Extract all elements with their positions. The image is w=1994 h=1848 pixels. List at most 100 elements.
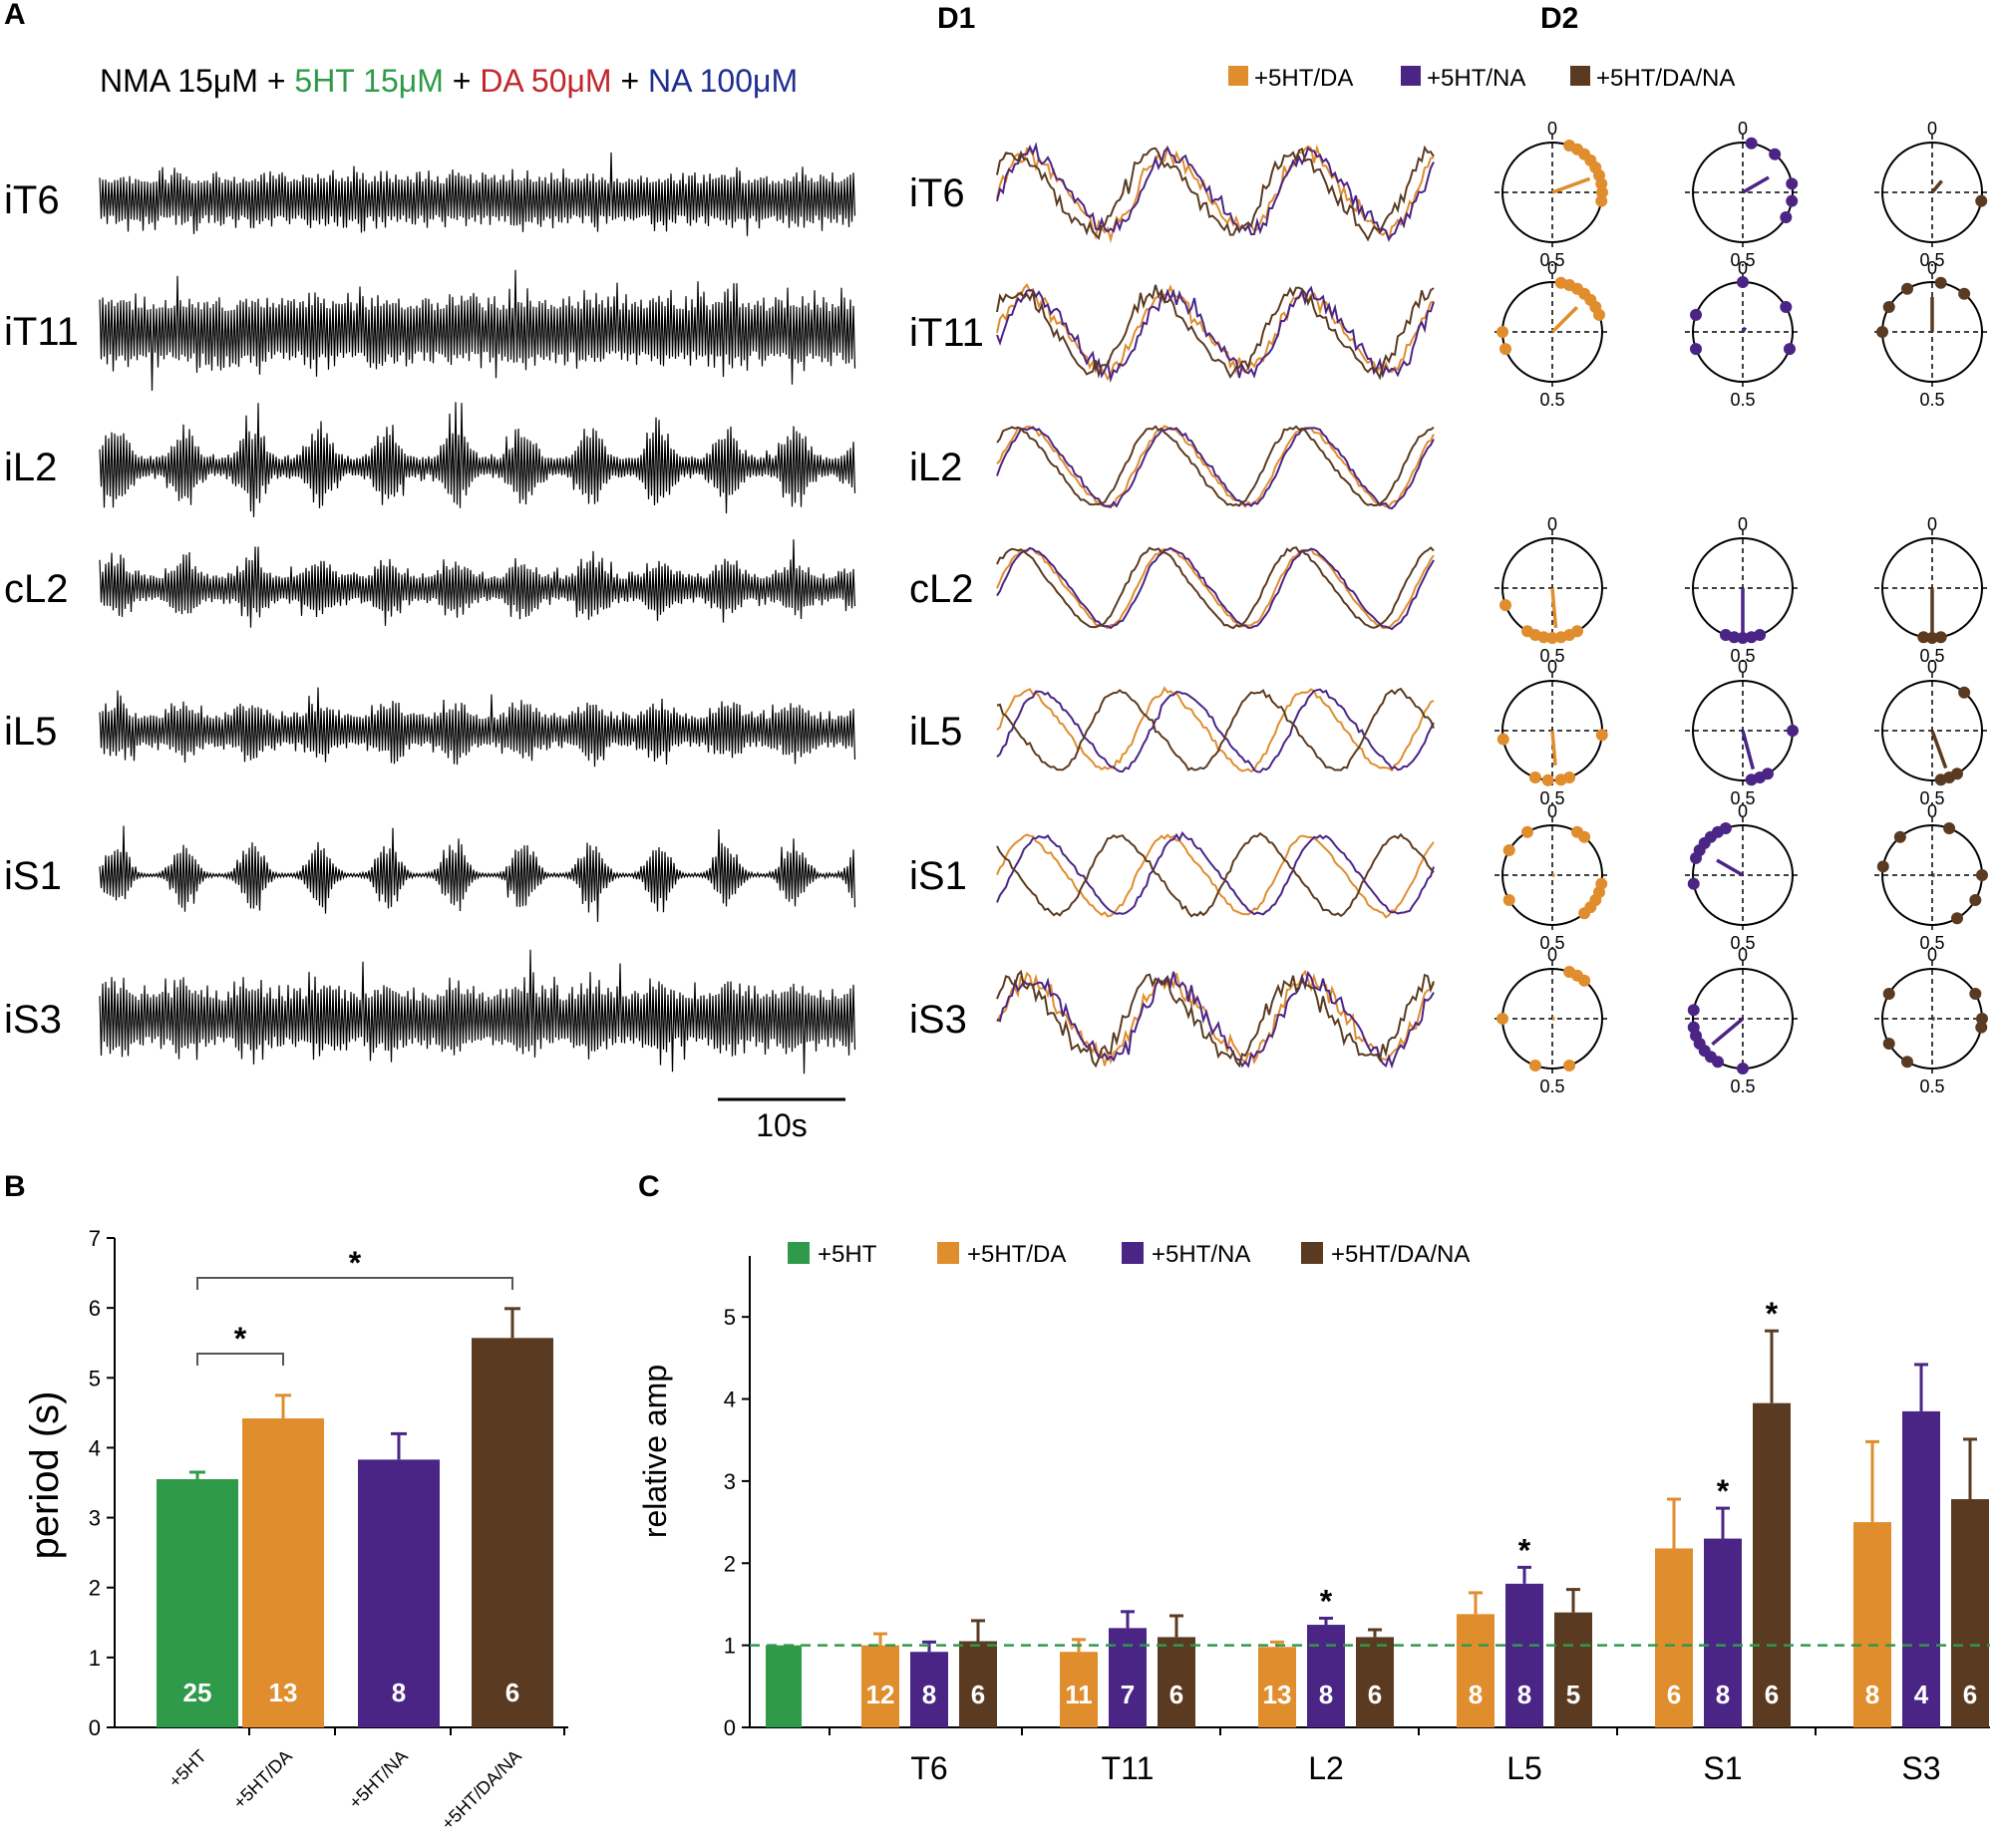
averaged-cycle-cNA xyxy=(996,830,1435,916)
polar-vector xyxy=(1550,730,1557,767)
polar-dot xyxy=(1901,282,1913,295)
b-x-tick-label: +5HT/DA xyxy=(229,1746,296,1813)
c-bar-S3 xyxy=(1853,1522,1891,1727)
panel-a-header: NMA 15μM + 5HT 15μM + DA 50μM + NA 100μM xyxy=(100,63,798,99)
polar-label-zero: 0 xyxy=(1927,657,1937,677)
c-y-tick-label: 3 xyxy=(724,1469,736,1494)
raw-trace-iL5 xyxy=(99,687,856,768)
polar-dot xyxy=(1934,631,1947,644)
d1-row-label-iL5: iL5 xyxy=(909,710,962,754)
averaged-cycle-cNA xyxy=(996,970,1435,1070)
c-group-label-L2: L2 xyxy=(1308,1750,1344,1786)
averaged-cycle-cDA xyxy=(996,144,1435,244)
c-sig-star: * xyxy=(1766,1296,1779,1332)
polar-dot xyxy=(1595,729,1608,742)
panel-d1-averaged-cycles: iT6 iT11 iL2 cL2 iL5 iS1 iS3 xyxy=(909,142,1435,1070)
polar-label-half: 0.5 xyxy=(1730,788,1755,808)
polar-dot xyxy=(1882,988,1895,1000)
c-bar-L5 xyxy=(1554,1612,1592,1727)
polar-dot xyxy=(1737,632,1749,644)
polar-label-zero: 0 xyxy=(1927,258,1937,278)
b-bar-+5HT/DA/NA xyxy=(472,1338,553,1727)
c-y-tick-label: 1 xyxy=(724,1634,736,1659)
polar-label-half: 0.5 xyxy=(1539,933,1564,953)
b-y-tick-label: 4 xyxy=(89,1435,101,1460)
c-bar-n: 6 xyxy=(1368,1680,1382,1709)
polar-label-zero: 0 xyxy=(1738,258,1748,278)
b-bar-+5HT/DA xyxy=(242,1417,324,1727)
b-y-tick-label: 7 xyxy=(89,1226,101,1251)
c-bar-n: 8 xyxy=(1865,1680,1879,1709)
polar-label-zero: 0 xyxy=(1547,801,1557,821)
polar-dot xyxy=(1780,211,1793,223)
c-bar-S3 xyxy=(1902,1410,1940,1727)
polar-dot xyxy=(1737,276,1749,288)
b-sig-bracket xyxy=(196,1277,513,1290)
polar-dot xyxy=(1578,974,1591,987)
averaged-cycle-cDA xyxy=(996,833,1435,919)
c-bar-L2 xyxy=(1356,1637,1394,1727)
polar-vector xyxy=(1741,730,1756,770)
averaged-cycle-cDA xyxy=(996,969,1435,1067)
c-sig-star: * xyxy=(1320,1583,1333,1619)
c-y-tick-label: 2 xyxy=(724,1551,736,1576)
averaged-cycle-cNA xyxy=(996,688,1435,773)
polar-vector xyxy=(1550,306,1578,334)
polar-label-half: 0.5 xyxy=(1539,1077,1564,1096)
polar-dot xyxy=(1496,326,1508,338)
b-y-tick-label: 1 xyxy=(89,1646,101,1671)
b-bar-n: 25 xyxy=(183,1678,212,1707)
polar-dot xyxy=(1745,631,1758,644)
raw-trace-iS1 xyxy=(99,825,856,922)
b-y-axis-label: period (s) xyxy=(23,1391,67,1560)
c-bar-n: 8 xyxy=(1716,1680,1730,1709)
legend-swatch-d xyxy=(1570,66,1590,86)
c-bar-n: 6 xyxy=(1765,1680,1779,1709)
polar-vector xyxy=(1716,858,1744,877)
c-bar-n: 8 xyxy=(922,1680,936,1709)
d1-row-label-cL2: cL2 xyxy=(909,567,974,611)
averaged-cycle-cNA xyxy=(996,142,1435,242)
c-bar-n: 6 xyxy=(1169,1680,1183,1709)
polar-dot xyxy=(1496,1013,1508,1025)
averaged-cycle-cDANA xyxy=(996,831,1435,918)
polar-label-half: 0.5 xyxy=(1730,250,1755,270)
polar-dot xyxy=(1541,773,1554,786)
polar-label-zero: 0 xyxy=(1927,801,1937,821)
polar-dot xyxy=(1690,343,1703,356)
b-sig-star: * xyxy=(234,1321,247,1357)
c-bar-L2 xyxy=(1258,1647,1296,1727)
polar-dot xyxy=(1958,287,1971,300)
c-bar-L5 xyxy=(1505,1583,1543,1727)
polar-vector xyxy=(1711,1017,1745,1047)
polar-label-half: 0.5 xyxy=(1539,390,1564,410)
polar-label-zero: 0 xyxy=(1927,514,1937,534)
polar-dot xyxy=(1690,308,1703,321)
polar-dot xyxy=(1499,599,1512,612)
polar-dot xyxy=(1737,1063,1749,1075)
raw-trace-iT11 xyxy=(99,269,856,392)
raw-trace-cL2 xyxy=(99,539,856,628)
trace-label-cL2: cL2 xyxy=(4,567,69,611)
polar-vector xyxy=(1930,730,1948,770)
trace-label-iT6: iT6 xyxy=(4,178,60,222)
polar-dot xyxy=(1578,830,1591,843)
averaged-cycle-cDANA xyxy=(996,546,1435,630)
c-legend-swatch xyxy=(1122,1242,1144,1264)
polar-dot xyxy=(1528,1059,1541,1072)
polar-label-half: 0.5 xyxy=(1730,933,1755,953)
c-bar-control xyxy=(766,1645,802,1727)
b-sig-bracket xyxy=(196,1353,284,1366)
c-group-label-S3: S3 xyxy=(1901,1750,1940,1786)
polar-label-half: 0.5 xyxy=(1539,788,1564,808)
polar-label-half: 0.5 xyxy=(1730,390,1755,410)
c-bar-S1 xyxy=(1655,1548,1693,1727)
polar-dot xyxy=(1496,733,1509,746)
c-bar-L5 xyxy=(1457,1614,1495,1727)
polar-dot xyxy=(1745,773,1758,786)
polar-dot xyxy=(1934,773,1947,786)
header-part: DA 50μM xyxy=(480,63,611,99)
panel-letter-b: B xyxy=(4,1170,26,1203)
d1-row-label-iS1: iS1 xyxy=(909,854,967,898)
